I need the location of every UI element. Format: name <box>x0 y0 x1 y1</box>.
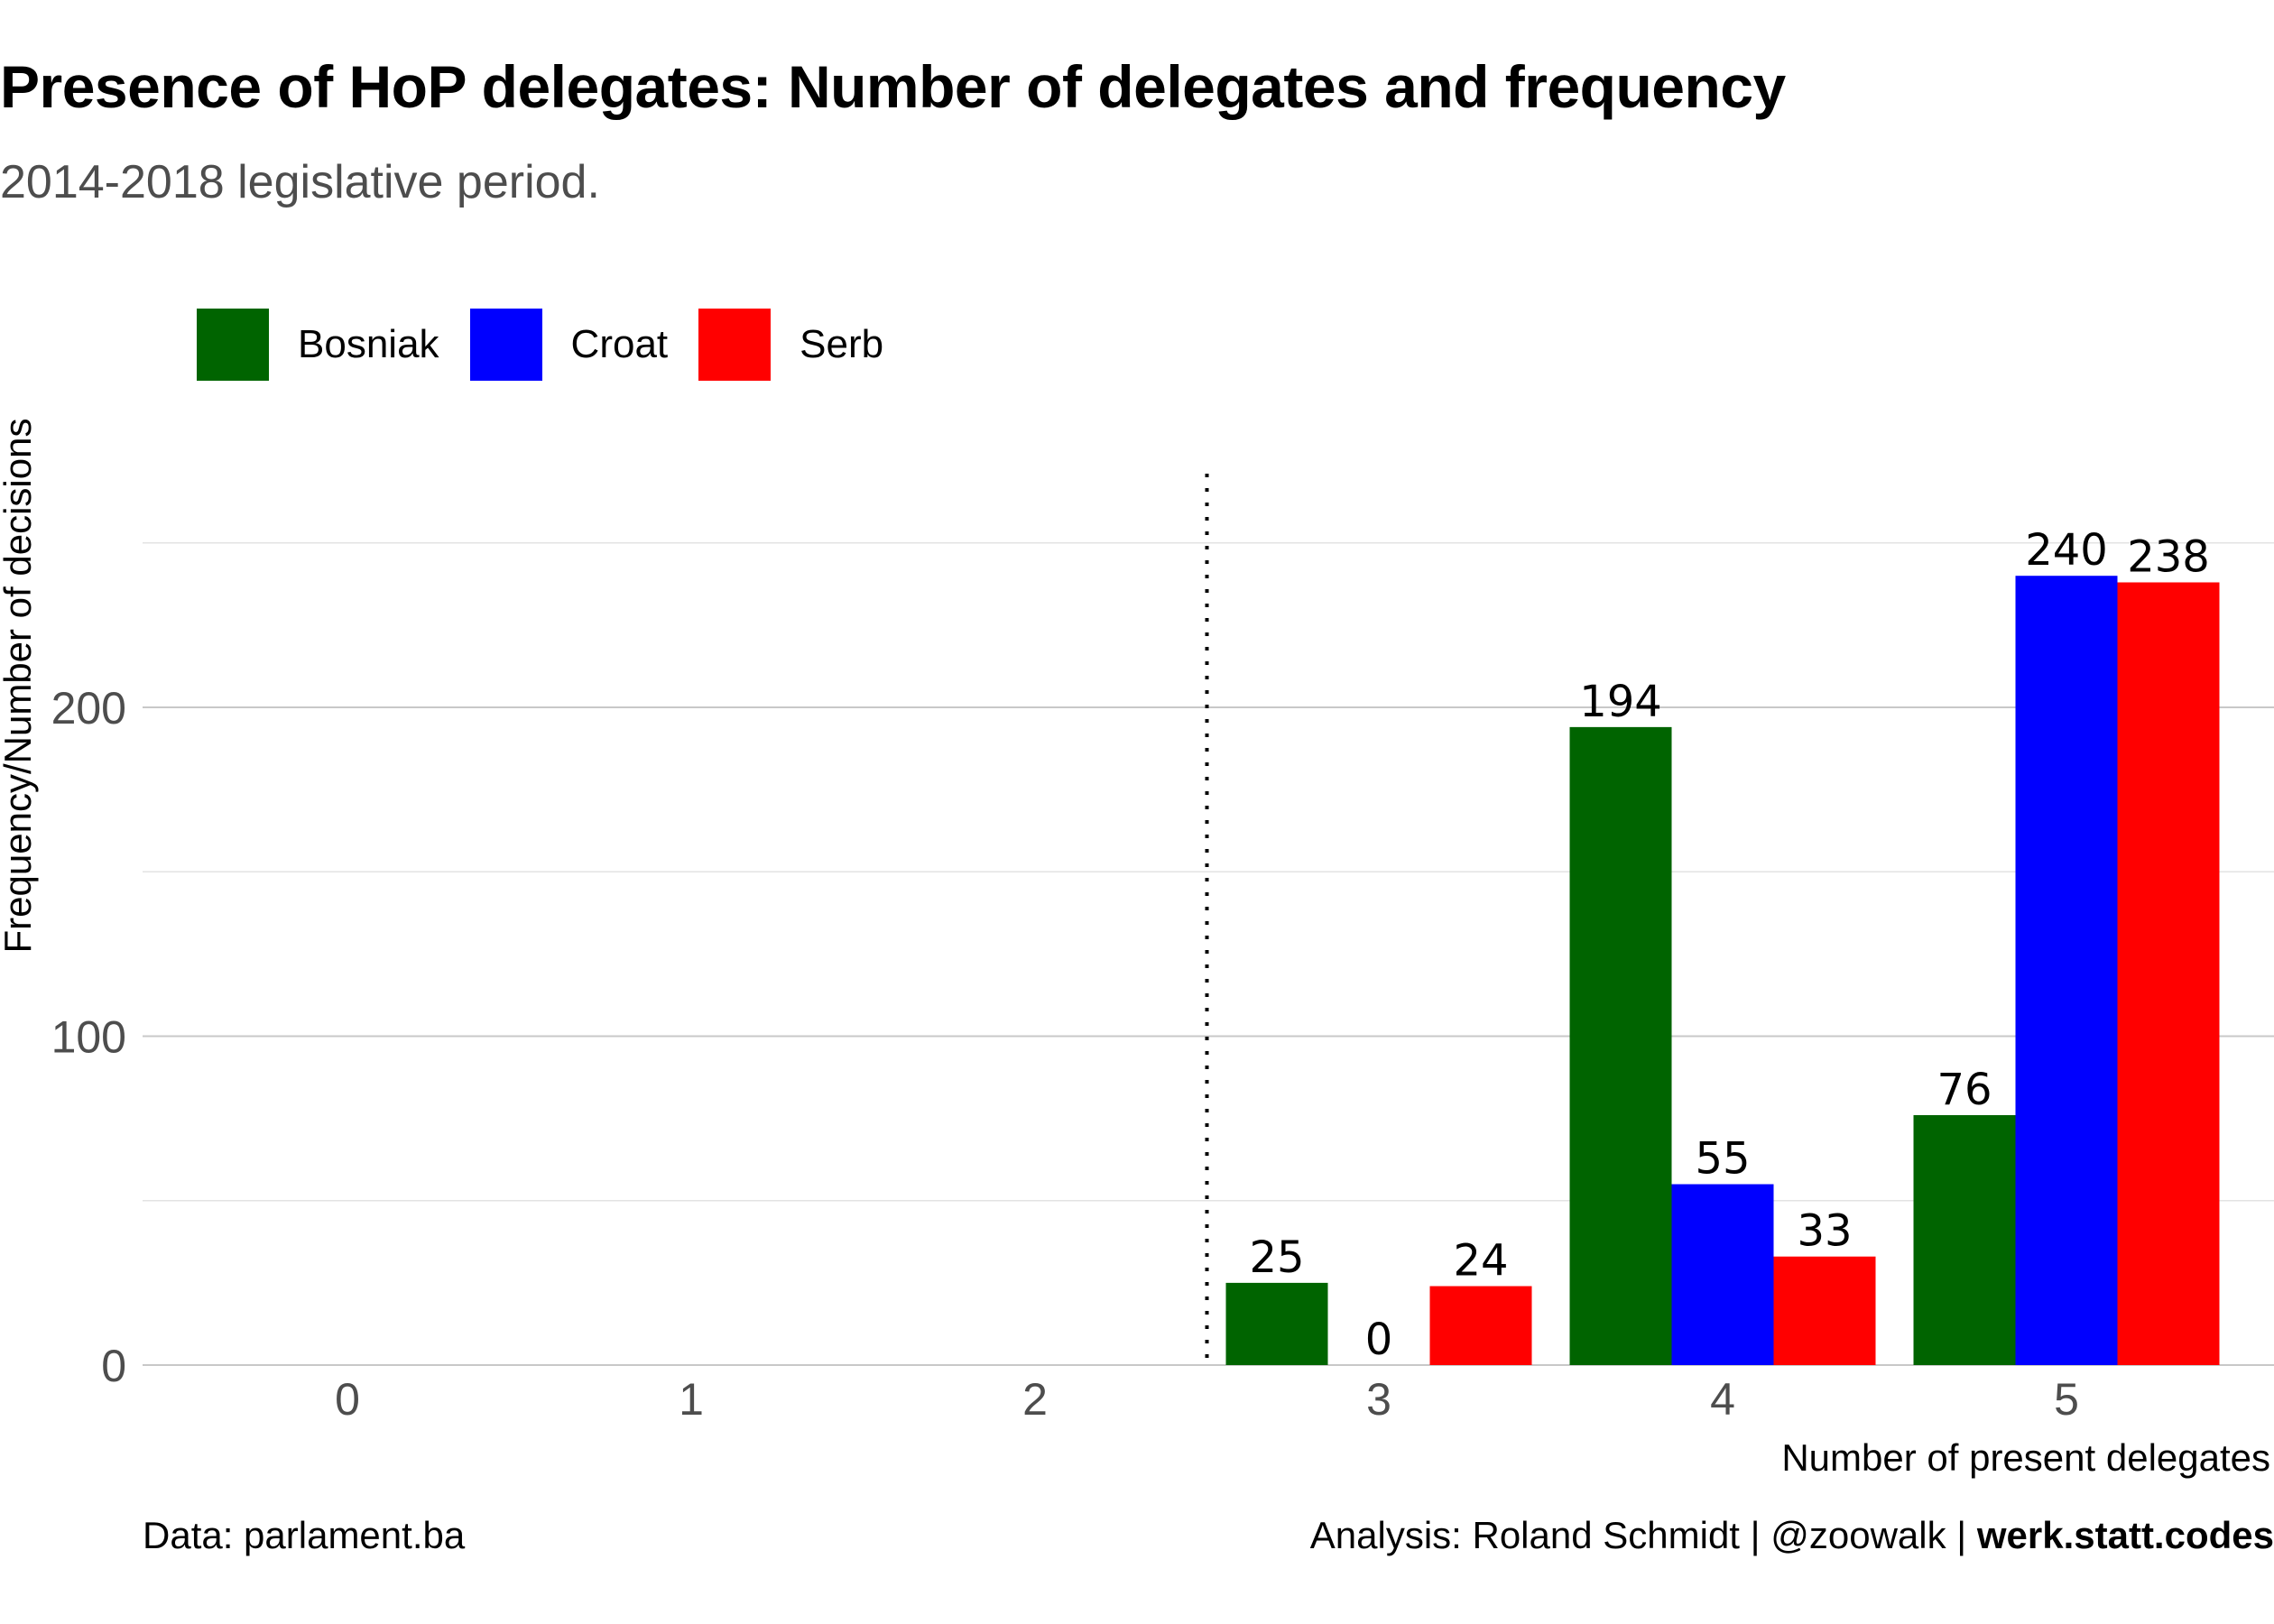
x-axis-ticks: 0 1 2 3 4 5 <box>335 1374 2079 1425</box>
bar-label-croat-3: 0 <box>1365 1315 1393 1365</box>
x-tick-label: 2 <box>1022 1374 1048 1425</box>
analysis-site: werk.statt.codes <box>1976 1514 2274 1556</box>
x-tick-label: 5 <box>2054 1374 2079 1425</box>
x-tick-label: 4 <box>1710 1374 1735 1425</box>
y-tick-label: 0 <box>101 1341 126 1391</box>
analysis-caption: Analysis: Roland Schmidt | @zoowalk | we… <box>1310 1514 2274 1557</box>
legend-swatch-bosniak <box>197 309 269 381</box>
bar-serb-4 <box>1773 1256 1876 1365</box>
bar-label-croat-4: 55 <box>1695 1134 1750 1185</box>
bar-label-bosniak-4: 194 <box>1579 677 1662 727</box>
analysis-caption-text: Analysis: Roland Schmidt | @zoowalk | <box>1309 1514 1977 1556</box>
bar-bosniak-3 <box>1225 1282 1328 1365</box>
bar-label-serb-4: 33 <box>1797 1206 1852 1257</box>
bar-croat-4 <box>1671 1184 1774 1365</box>
y-axis-title: Frequency/Number of decisions <box>0 419 39 954</box>
bar-croat-5 <box>2015 576 2118 1365</box>
legend-item-bosniak: Bosniak <box>197 309 439 381</box>
chart-subtitle: 2014-2018 legislative period. <box>0 156 600 208</box>
bar-bosniak-5 <box>1913 1114 2016 1365</box>
bar-label-bosniak-5: 76 <box>1937 1065 1992 1115</box>
legend-label-bosniak: Bosniak <box>298 322 439 366</box>
legend-label-croat: Croat <box>570 322 669 366</box>
bar-label-serb-3: 24 <box>1453 1236 1508 1287</box>
legend-swatch-serb <box>698 309 772 381</box>
data-source-caption: Data: parlament.ba <box>143 1514 466 1556</box>
bar-serb-5 <box>2117 582 2220 1365</box>
bar-bosniak-4 <box>1569 726 1672 1365</box>
chart-title: Presence of HoP delegates: Number of del… <box>0 53 1786 120</box>
bar-labels: 25 0 24 194 55 33 76 240 238 <box>1249 525 2209 1365</box>
x-axis-title: Number of present delegates <box>1781 1436 2270 1479</box>
bars <box>1225 576 2220 1365</box>
x-tick-label: 3 <box>1366 1374 1391 1425</box>
bar-label-bosniak-3: 25 <box>1249 1232 1304 1283</box>
legend-swatch-croat <box>469 309 542 381</box>
legend-item-croat: Croat <box>469 309 669 381</box>
y-tick-label: 200 <box>51 683 126 734</box>
bar-label-serb-5: 238 <box>2127 531 2210 582</box>
legend-item-serb: Serb <box>698 309 883 381</box>
y-axis-ticks: 0 100 200 <box>51 683 126 1391</box>
legend: Bosniak Croat Serb <box>197 309 914 381</box>
legend-label-serb: Serb <box>800 322 884 366</box>
bar-label-croat-5: 240 <box>2025 525 2108 576</box>
x-tick-label: 0 <box>335 1374 360 1425</box>
y-tick-label: 100 <box>51 1012 126 1063</box>
bar-serb-3 <box>1429 1286 1532 1365</box>
x-tick-label: 1 <box>679 1374 704 1425</box>
